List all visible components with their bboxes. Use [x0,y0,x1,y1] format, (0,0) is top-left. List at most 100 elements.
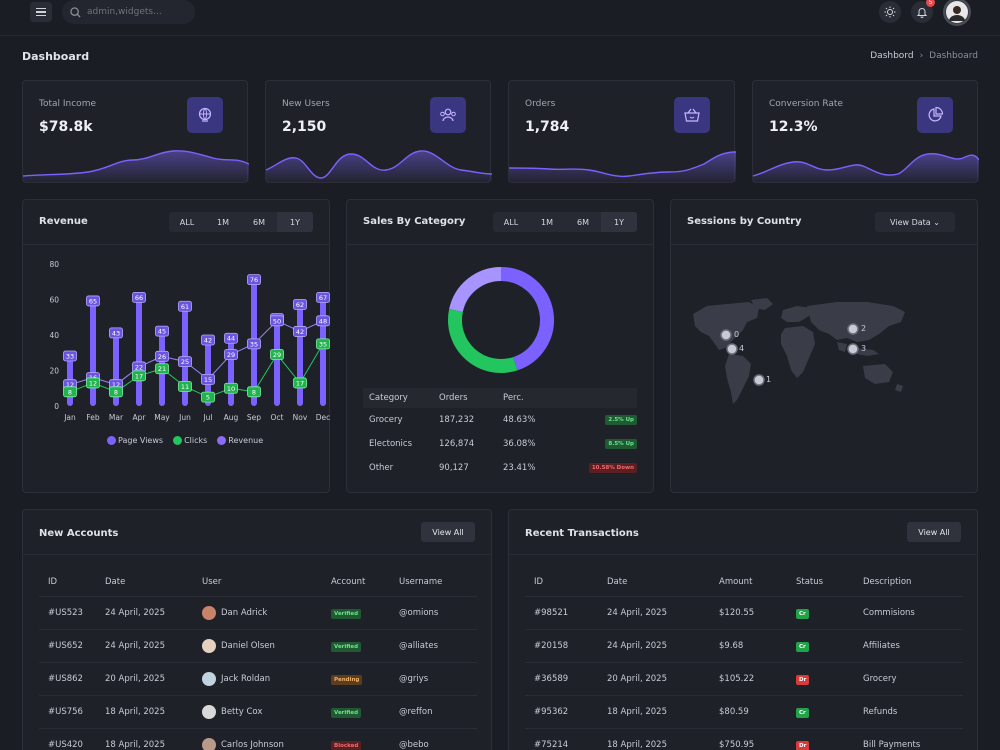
user-name: Betty Cox [221,706,263,717]
bar [228,333,234,406]
column-header: Category [369,393,408,403]
table-row[interactable]: #95362 18 April, 2025 $80.59 Cr Refunds [525,695,963,729]
table-row[interactable]: #US756 18 April, 2025 Betty Cox Verified… [39,695,477,729]
table-row[interactable]: #98521 24 April, 2025 $120.55 Cr Commisi… [525,596,963,630]
range-all-button[interactable]: ALL [493,212,529,232]
donut-slice[interactable] [448,308,518,373]
table-row[interactable]: #20158 24 April, 2025 $9.68 Cr Affiliate… [525,629,963,663]
clicks-data-label-box [270,349,284,360]
column-header: ID [525,568,607,597]
user-avatar[interactable] [943,0,971,26]
range-1m-button[interactable]: 1M [529,212,565,232]
stat-value: $78.8k [39,119,93,135]
revenue-data-label-box [155,350,169,362]
map-marker-label: 1 [766,375,772,384]
conversion-sparkline [753,153,979,182]
sun-icon [884,6,896,18]
status-badge: Cr [796,707,809,718]
map-marker[interactable] [847,343,859,358]
card-title: Revenue [39,216,88,227]
transaction-date: 24 April, 2025 [607,596,719,630]
user-name: Daniel Olsen [221,640,275,651]
stat-label: Orders [525,99,556,109]
legend-label: Clicks [184,436,208,445]
table-row[interactable]: #US862 20 April, 2025 Jack Roldan Pendin… [39,662,477,696]
range-all-button[interactable]: ALL [169,212,205,232]
basket-icon [674,97,710,133]
x-tick-label: Oct [271,413,284,422]
page-views-data-label: 43 [112,329,120,337]
transaction-id: #95362 [525,695,607,729]
table-row[interactable]: #US652 24 April, 2025 Daniel Olsen Verif… [39,629,477,663]
menu-toggle-button[interactable] [30,2,52,22]
y-tick-label: 0 [54,402,59,411]
view-data-dropdown[interactable]: View Data ⌄ [875,212,955,232]
search-icon [70,6,81,18]
map-marker[interactable] [753,374,765,389]
account-date: 24 April, 2025 [105,629,202,663]
breadcrumb-link[interactable]: Dashbord [870,51,914,61]
map-marker[interactable] [847,323,859,338]
view-all-button[interactable]: View All [421,522,475,542]
user-name: Jack Roldan [221,673,271,684]
bar [90,295,96,406]
x-tick-label: Jun [178,413,191,422]
table-row[interactable]: #US523 24 April, 2025 Dan Adrick Verifie… [39,596,477,630]
divider [671,244,977,245]
range-6m-button[interactable]: 6M [241,212,277,232]
transactions-table: ID Date Amount Status Description #98521… [525,568,963,750]
y-tick-label: 20 [49,367,59,376]
legend-item[interactable]: Revenue [217,436,263,445]
donut-slice[interactable] [500,267,554,371]
page-views-data-label-box [86,295,100,307]
notifications-button[interactable]: 5 [911,0,935,23]
user-name: Carlos Johnson [221,739,284,750]
avatar [202,638,216,653]
stat-card-orders: Orders 1,784 [508,80,736,183]
legend-swatch [107,436,116,445]
search-box[interactable] [62,0,195,24]
revenue-range-selector: ALL 1M 6M 1Y [169,212,313,232]
transaction-description: Commisions [863,596,963,630]
column-header: Status [796,568,863,597]
revenue-data-label: 22 [135,363,143,371]
revenue-data-label: 48 [319,317,327,325]
users-sparkline [266,150,492,182]
theme-toggle-button[interactable] [879,1,901,23]
accounts-table: ID Date User Account Username #US523 24 … [39,568,477,750]
stat-value: 12.3% [769,119,818,135]
legend-item[interactable]: Clicks [173,436,207,445]
revenue-data-label-box [201,373,215,385]
range-1m-button[interactable]: 1M [205,212,241,232]
clicks-data-label-box [86,377,100,389]
table-row[interactable]: #36589 20 April, 2025 $105.22 Dr Grocery [525,662,963,696]
column-header: Perc. [503,393,524,403]
avatar [202,737,216,750]
avatar [202,605,216,620]
username: @bebo [399,728,477,750]
card-title: Recent Transactions [525,528,639,539]
donut-slice[interactable] [449,267,502,313]
map-marker[interactable] [726,343,738,358]
account-date: 18 April, 2025 [105,695,202,729]
revenue-data-label: 12 [66,381,74,389]
username: @reffon [399,695,477,729]
clicks-data-label-box [132,370,146,382]
legend-item[interactable]: Page Views [107,436,163,445]
page-views-data-label: 33 [66,352,74,360]
revenue-data-label-box [293,326,307,337]
range-1y-button[interactable]: 1Y [277,212,313,232]
table-header: Category Orders Perc. [363,388,637,408]
range-1y-button[interactable]: 1Y [601,212,637,232]
map-marker[interactable] [720,329,732,344]
transaction-amount: $120.55 [719,596,796,630]
table-row[interactable]: #75214 18 April, 2025 $750.95 Dr Bill Pa… [525,728,963,750]
clicks-data-label-box [247,386,261,398]
page-views-data-label-box [201,334,215,346]
range-6m-button[interactable]: 6M [565,212,601,232]
page-views-data-label: 76 [250,276,258,284]
search-input[interactable] [87,7,187,17]
category-orders: 90,127 [439,463,469,473]
table-row[interactable]: #US420 18 April, 2025 Carlos Johnson Blo… [39,728,477,750]
view-all-button[interactable]: View All [907,522,961,542]
